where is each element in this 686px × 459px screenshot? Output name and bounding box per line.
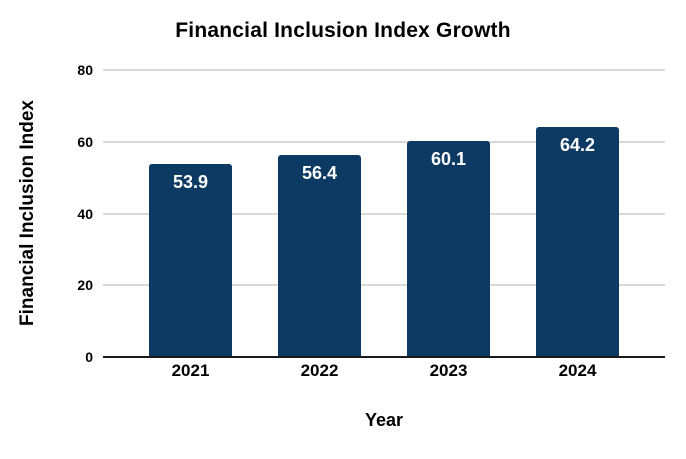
gridline-y-60 — [103, 140, 665, 143]
bar-2021: 53.9 — [149, 163, 232, 357]
bar-value-label: 53.9 — [172, 171, 209, 192]
gridline-y-80 — [103, 69, 665, 71]
y-tick-label: 80 — [77, 62, 93, 78]
bars-row: 53.9 56.4 60.1 64.2 — [103, 70, 665, 357]
x-axis-line — [103, 356, 665, 358]
x-tick-label-2024: 2024 — [558, 361, 597, 380]
gridline-y-20 — [103, 284, 665, 287]
plot-area: 53.9 56.4 60.1 64.2 — [103, 69, 665, 358]
y-tick-label: 0 — [85, 349, 93, 365]
bar-value-label: 64.2 — [559, 134, 596, 155]
bar-value-label: 60.1 — [430, 149, 467, 170]
x-tick-label-2022: 2022 — [300, 361, 339, 380]
bar-value-label: 56.4 — [301, 162, 338, 183]
bar-2022: 56.4 — [278, 154, 361, 357]
y-axis-tick-labels: 0 20 40 60 80 — [0, 63, 93, 364]
chart-title: Financial Inclusion Index Growth — [175, 19, 511, 42]
x-tick-label-2021: 2021 — [171, 361, 210, 380]
gridline-y-40 — [103, 212, 665, 215]
x-axis-tick-labels: 2021 2022 2023 2024 — [103, 361, 665, 381]
x-axis-title: Year — [364, 410, 404, 430]
x-tick-label-2023: 2023 — [429, 361, 468, 380]
y-tick-label: 60 — [77, 133, 93, 150]
y-tick-label: 20 — [77, 277, 93, 294]
bar-2024: 64.2 — [536, 126, 619, 357]
y-tick-label: 40 — [77, 205, 93, 222]
bar-2023: 60.1 — [407, 141, 490, 357]
